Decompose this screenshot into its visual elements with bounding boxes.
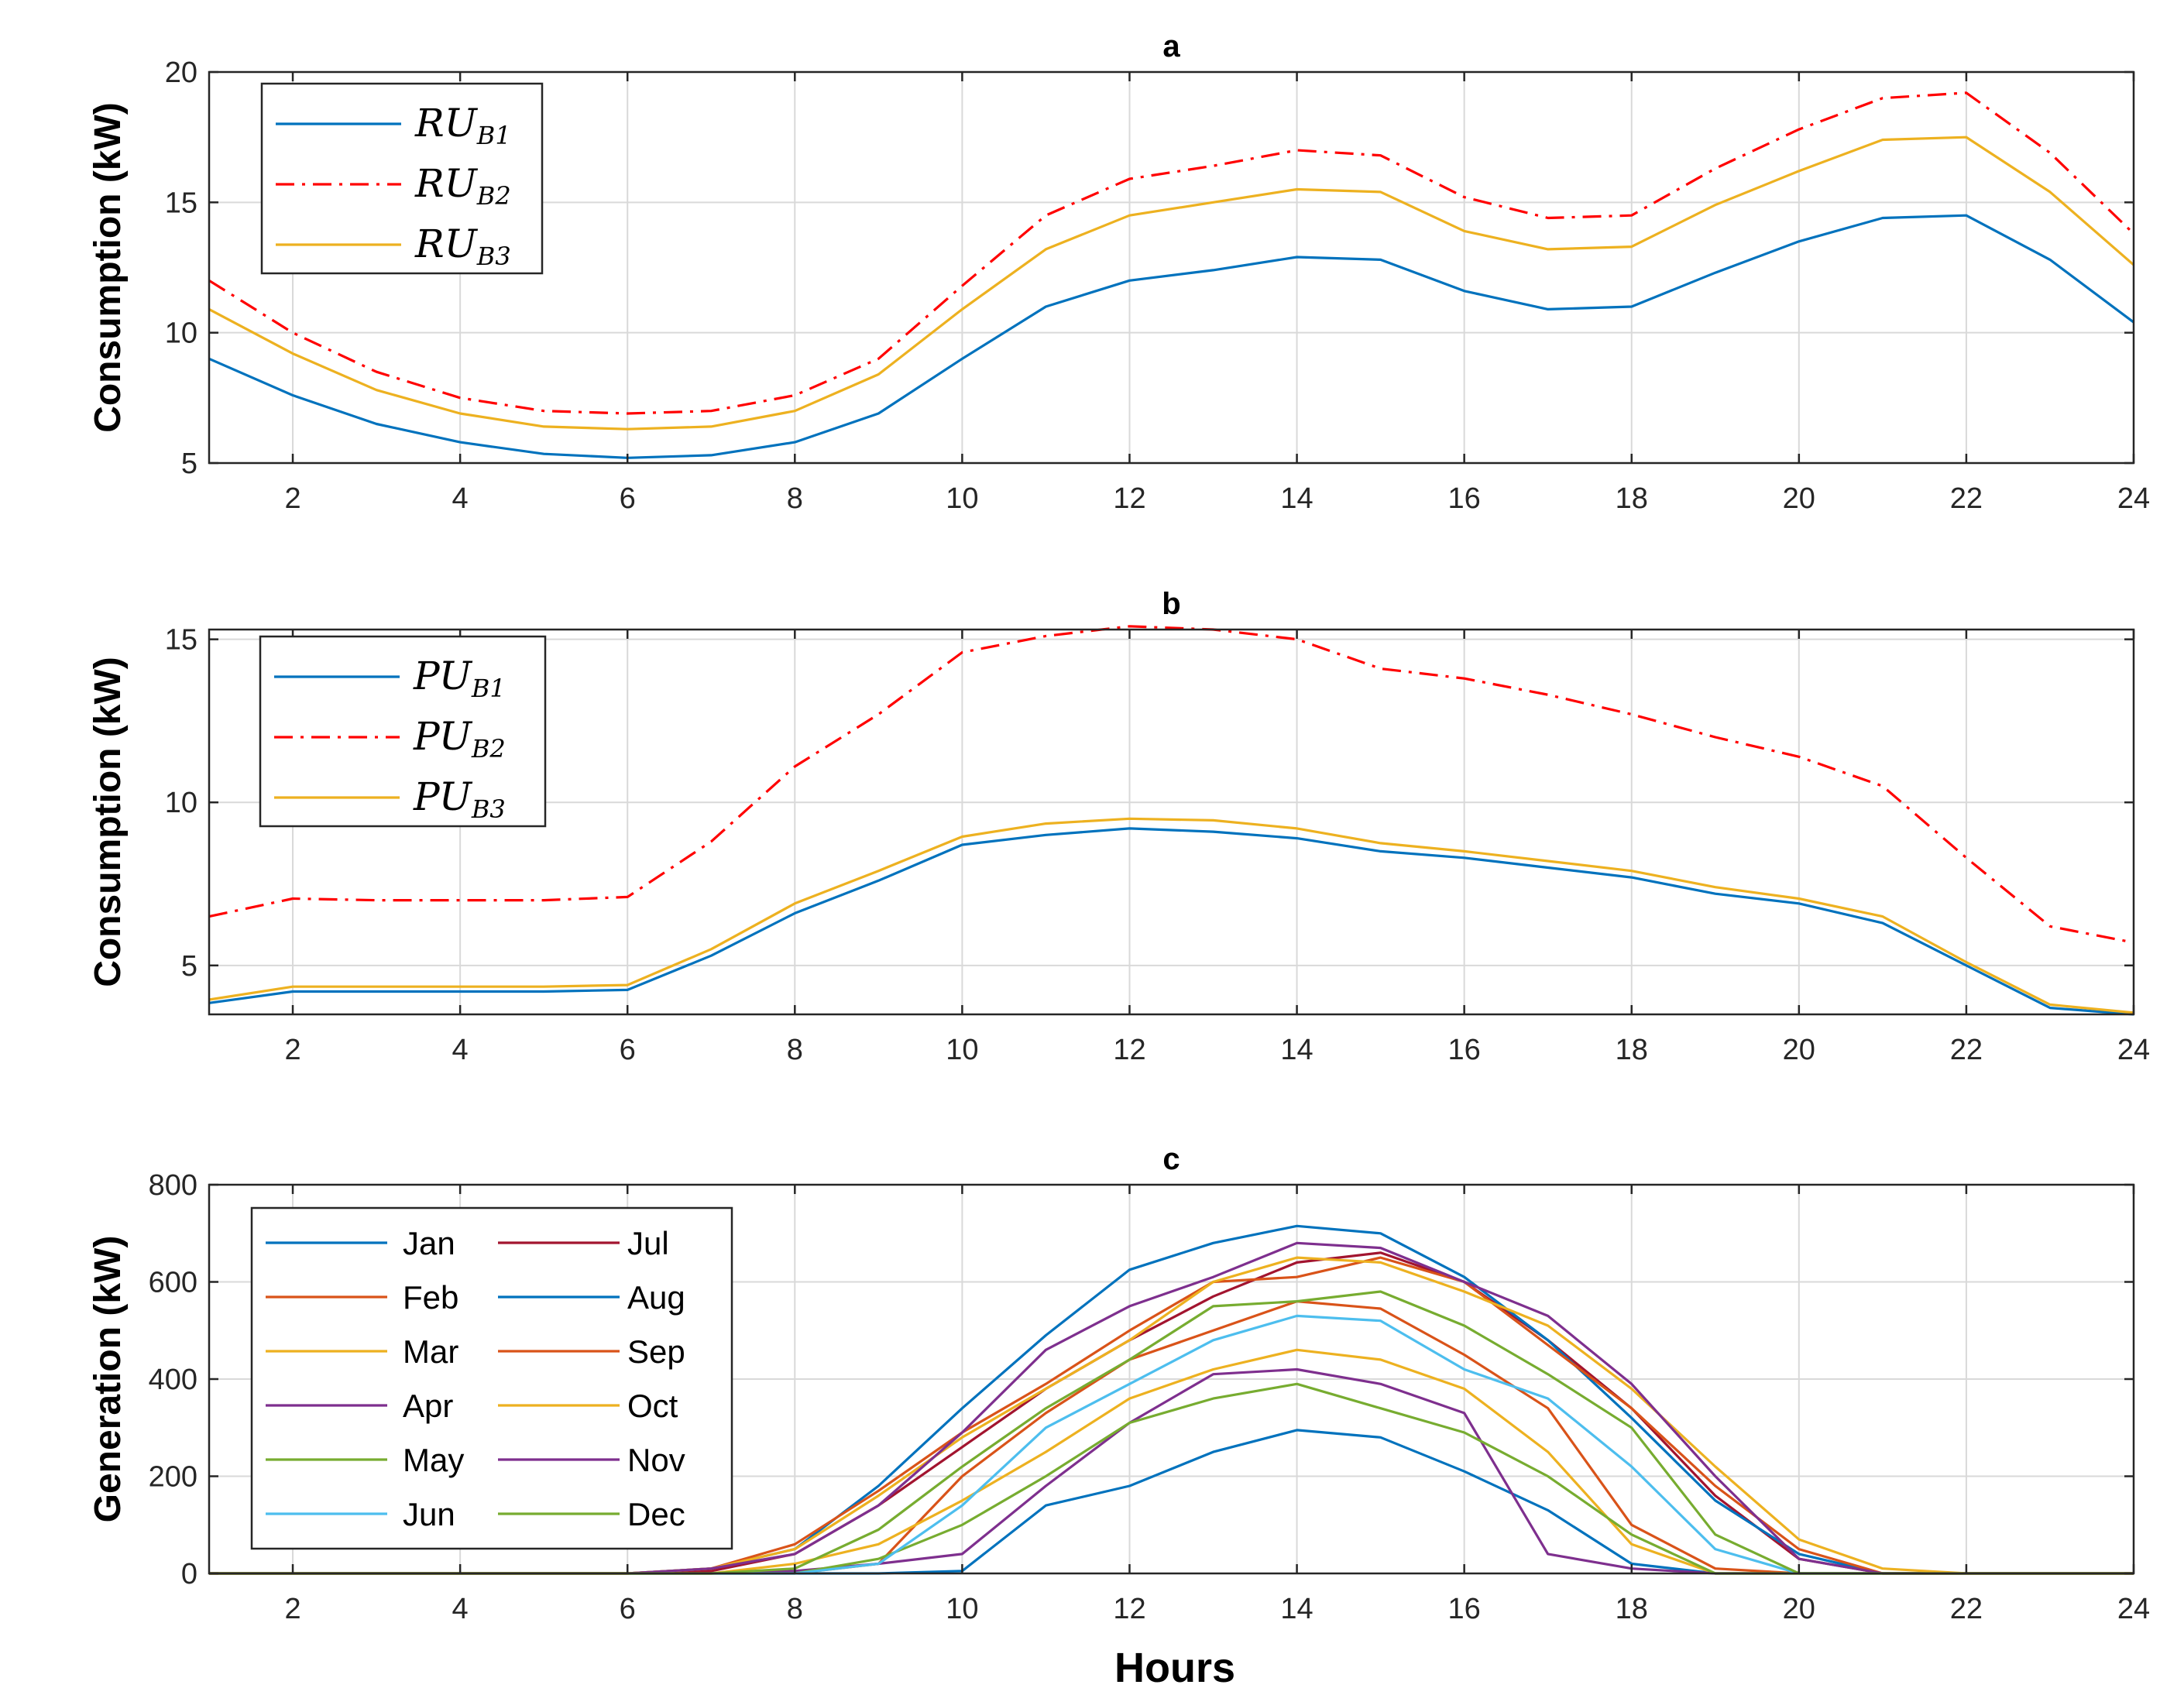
series-group (208, 625, 2134, 1016)
panel-title: c (1162, 1142, 1180, 1176)
y-tick-label: 400 (149, 1364, 197, 1396)
x-tick-label: 22 (1950, 482, 1983, 515)
x-tick-label: 22 (1950, 1034, 1983, 1066)
y-tick-label: 15 (165, 624, 197, 657)
x-tick-label: 20 (1783, 482, 1815, 515)
legend-label: Aug (627, 1279, 685, 1316)
legend-label: Oct (627, 1388, 678, 1424)
panel-title: b (1162, 587, 1180, 621)
legend-label: Jan (403, 1225, 455, 1261)
y-tick-label: 10 (165, 317, 197, 350)
x-tick-label: 24 (2117, 482, 2150, 515)
x-tick-label: 10 (946, 482, 978, 515)
series-line-pub2 (208, 625, 2134, 944)
series-line-pub1 (208, 827, 2134, 1016)
legend-box (260, 82, 544, 275)
x-tick-label: 10 (946, 1034, 978, 1066)
x-tick-label: 6 (620, 1593, 636, 1625)
x-tick-label: 6 (620, 482, 636, 515)
axes-frame (208, 70, 2135, 465)
x-tick-label: 24 (2117, 1034, 2150, 1066)
x-tick-label: 12 (1113, 482, 1145, 515)
y-tick-label: 15 (165, 187, 197, 219)
legend-label: Apr (403, 1388, 453, 1424)
y-axis-label: Generation (kW) (88, 1236, 129, 1523)
x-tick-label: 4 (452, 482, 469, 515)
y-tick-label: 800 (149, 1169, 197, 1202)
x-tick-label: 4 (452, 1593, 469, 1625)
y-tick-label: 200 (149, 1461, 197, 1494)
tick-marks (209, 630, 2135, 1014)
x-tick-label: 8 (787, 1593, 803, 1625)
x-tick-label: 6 (620, 1034, 636, 1066)
legend: Jan Feb Mar Apr May Jun Jul Aug Sep Oct Nov Dec (250, 1206, 733, 1550)
y-tick-label: 20 (165, 57, 197, 89)
chart-panel-c: 2 4 6 8 10 12 14 16 18 20 22 240200400600800cGenera… (88, 1142, 2150, 1625)
legend-label: Dec (627, 1496, 685, 1532)
x-tick-label: 24 (2117, 1593, 2150, 1625)
y-axis-label: Consumption (kW) (88, 657, 129, 987)
y-tick-label: 0 (181, 1558, 197, 1590)
x-tick-label: 8 (787, 1034, 803, 1066)
x-tick-label: 20 (1783, 1593, 1815, 1625)
series-line-rub1 (208, 214, 2134, 459)
panels: 2 4 6 8 10 12 14 16 18 20 22 245101520aConsumption … (88, 29, 2150, 1625)
x-tick-label: 18 (1616, 1034, 1648, 1066)
x-tick-label: 16 (1448, 482, 1481, 515)
x-tick-label: 12 (1113, 1034, 1145, 1066)
series-group (208, 91, 2135, 459)
y-axis-label: Consumption (kW) (88, 102, 129, 433)
x-tick-label: 10 (946, 1593, 978, 1625)
legend-label: Jul (627, 1225, 669, 1261)
x-tick-label: 8 (787, 482, 803, 515)
legend-label: Mar (403, 1333, 458, 1370)
x-tick-label: 2 (284, 482, 300, 515)
x-tick-label: 16 (1448, 1034, 1481, 1066)
legend-label: Sep (627, 1333, 685, 1370)
y-tick-label: 10 (165, 787, 197, 819)
x-tick-label: 2 (284, 1034, 300, 1066)
x-tick-label: 14 (1280, 1034, 1313, 1066)
x-tick-label: 14 (1280, 1593, 1313, 1625)
x-tick-label: 2 (284, 1593, 300, 1625)
x-tick-label: 22 (1950, 1593, 1983, 1625)
x-tick-label: 16 (1448, 1593, 1481, 1625)
legend-label: May (403, 1442, 464, 1478)
series-line-pub3 (208, 817, 2134, 1014)
axes-frame (208, 628, 2135, 1016)
tick-marks (209, 70, 2135, 465)
x-tick-label: 4 (452, 1034, 469, 1066)
legend-box (250, 1206, 733, 1550)
x-axis-label: Hours (1114, 1645, 1235, 1691)
x-tick-label: 14 (1280, 482, 1313, 515)
legend-label: Feb (403, 1279, 458, 1316)
x-tick-label: 20 (1783, 1034, 1815, 1066)
legend-label: RUB1 (414, 101, 511, 150)
tick-marks (209, 1183, 2135, 1575)
legend-label: Nov (627, 1442, 685, 1478)
y-tick-label: 5 (181, 448, 197, 480)
y-tick-label: 5 (181, 950, 197, 983)
legend-box (259, 635, 547, 828)
chart-panel-a: 2 4 6 8 10 12 14 16 18 20 22 245101520aConsumption … (88, 29, 2150, 515)
panel-title: a (1162, 29, 1180, 63)
x-tick-label: 18 (1616, 1593, 1648, 1625)
series-line-rub3 (208, 136, 2135, 431)
legend-label: Jun (403, 1496, 455, 1532)
y-tick-label: 600 (149, 1267, 197, 1299)
x-tick-label: 12 (1113, 1593, 1145, 1625)
series-line-rub2 (208, 91, 2135, 415)
x-tick-label: 18 (1616, 482, 1648, 515)
